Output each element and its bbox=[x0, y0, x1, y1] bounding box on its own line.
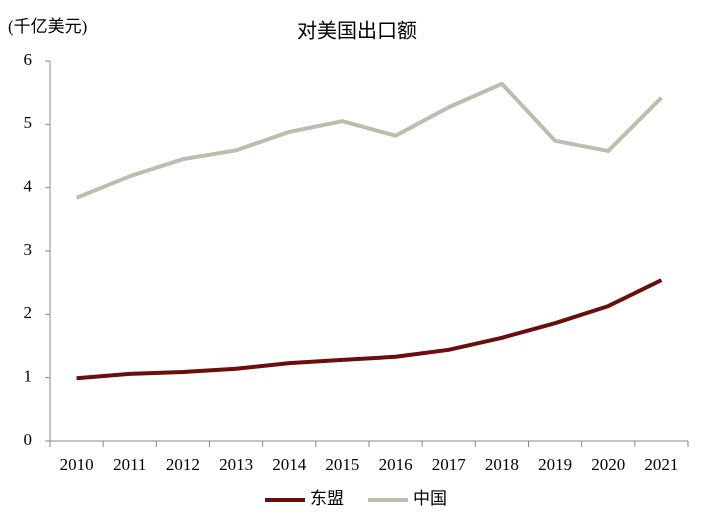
x-tick-label: 2017 bbox=[432, 455, 467, 474]
x-tick-label: 2018 bbox=[485, 455, 519, 474]
x-tick-label: 2015 bbox=[325, 455, 359, 474]
y-tick-label: 2 bbox=[24, 303, 33, 322]
y-tick-label: 4 bbox=[24, 177, 33, 196]
x-tick-label: 2011 bbox=[113, 455, 146, 474]
x-tick-label: 2021 bbox=[644, 455, 678, 474]
series-line bbox=[76, 278, 663, 381]
x-tick-label: 2016 bbox=[379, 455, 413, 474]
unit-label: (千亿美元) bbox=[8, 17, 87, 36]
x-tick-label: 2019 bbox=[538, 455, 572, 474]
x-tick-label: 2014 bbox=[272, 455, 307, 474]
legend-label: 东盟 bbox=[310, 489, 344, 508]
x-tick-label: 2013 bbox=[219, 455, 253, 474]
x-tick-label: 2020 bbox=[591, 455, 625, 474]
y-tick-label: 5 bbox=[24, 113, 33, 132]
series-line bbox=[75, 81, 663, 200]
y-tick-label: 1 bbox=[24, 367, 33, 386]
x-tick-label: 2012 bbox=[166, 455, 200, 474]
legend-label: 中国 bbox=[413, 489, 447, 508]
y-tick-label: 0 bbox=[24, 430, 33, 449]
chart-title: 对美国出口额 bbox=[297, 20, 417, 43]
y-tick-label: 6 bbox=[24, 50, 33, 69]
y-tick-label: 3 bbox=[24, 240, 33, 259]
x-tick-label: 2010 bbox=[60, 455, 94, 474]
